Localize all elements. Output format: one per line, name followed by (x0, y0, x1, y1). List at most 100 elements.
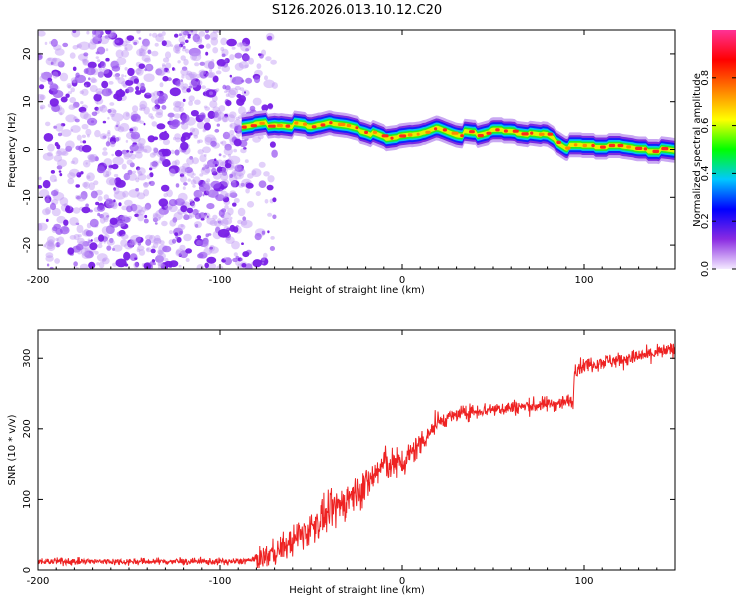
noise-blob (182, 186, 186, 190)
noise-blob (115, 75, 119, 80)
noise-blob (121, 49, 130, 58)
noise-blob (85, 162, 88, 165)
ridge-peak (346, 123, 352, 128)
spectrogram-x-label: Height of straight line (km) (289, 285, 425, 296)
noise-blob (240, 182, 245, 187)
noise-blob (199, 173, 204, 177)
noise-blob (162, 64, 167, 69)
noise-blob (130, 234, 142, 243)
noise-blob (52, 71, 59, 79)
noise-blob (145, 63, 154, 72)
x-tick-label: 0 (399, 576, 405, 587)
noise-blob (142, 148, 148, 153)
noise-blob (182, 98, 186, 102)
noise-blob (238, 42, 243, 46)
noise-blob (154, 234, 161, 242)
noise-blob (204, 212, 211, 220)
noise-blob (265, 32, 275, 42)
noise-blob (174, 43, 182, 49)
noise-blob (120, 223, 129, 230)
noise-blob (217, 220, 222, 224)
noise-blob (229, 190, 236, 195)
noise-blob (165, 62, 172, 69)
noise-blob (137, 241, 142, 246)
noise-blob (115, 49, 124, 59)
x-tick-label: -200 (27, 576, 50, 587)
noise-blob (180, 141, 189, 151)
noise-blob (47, 239, 55, 248)
noise-blob (186, 157, 194, 165)
noise-blob (72, 30, 77, 34)
noise-blob (152, 147, 157, 152)
noise-blob (175, 80, 181, 87)
noise-blob (76, 224, 84, 234)
noise-blob (97, 71, 104, 78)
noise-blob (45, 218, 49, 222)
noise-blob (118, 202, 122, 207)
noise-blob (75, 145, 81, 151)
noise-blob (185, 248, 193, 254)
x-tick-label: -100 (209, 275, 232, 286)
ridge-peak (477, 134, 484, 138)
noise-blob (244, 263, 253, 269)
noise-blob (137, 170, 143, 177)
noise-blob (47, 151, 53, 157)
noise-blob (57, 159, 67, 168)
noise-blob (86, 30, 90, 35)
noise-blob (39, 94, 46, 100)
noise-blob (114, 149, 123, 157)
noise-blob (144, 68, 148, 72)
y-tick-label: 100 (22, 490, 33, 509)
noise-blob (143, 182, 150, 187)
noise-blob (38, 223, 43, 231)
noise-blob (212, 214, 218, 220)
noise-blob (146, 92, 151, 96)
noise-blob (162, 210, 165, 214)
noise-blob (227, 89, 237, 98)
noise-blob (238, 61, 250, 69)
noise-blob (204, 30, 210, 34)
noise-blob (234, 164, 242, 171)
noise-blob (135, 118, 142, 123)
noise-blob (222, 115, 229, 123)
noise-blob (181, 123, 189, 130)
noise-blob (157, 95, 167, 104)
noise-blob (203, 70, 209, 77)
noise-blob (222, 131, 231, 140)
noise-blob (156, 91, 161, 96)
noise-blob (106, 245, 112, 251)
noise-blob (252, 136, 261, 143)
noise-blob (185, 39, 189, 43)
noise-blob (102, 147, 108, 151)
noise-blob (186, 207, 194, 214)
noise-blob (229, 129, 235, 136)
noise-blob (116, 121, 120, 125)
noise-blob (59, 226, 70, 235)
noise-blob (194, 197, 200, 202)
noise-blob (222, 154, 226, 158)
noise-blob (212, 30, 218, 34)
noise-blob (153, 90, 160, 98)
noise-blob (90, 77, 96, 83)
colorbar-tick-label: 0.0 (700, 261, 711, 277)
noise-blob (166, 70, 170, 74)
noise-blob (150, 116, 155, 120)
noise-blob (97, 165, 105, 174)
ridge-peak (416, 132, 420, 136)
noise-blob (149, 152, 156, 158)
noise-blob (222, 217, 233, 225)
noise-blob (69, 97, 76, 104)
ridge-peak (652, 149, 660, 153)
noise-blob (76, 43, 83, 49)
noise-blob (103, 158, 113, 167)
noise-blob (206, 203, 215, 210)
noise-blob (207, 233, 212, 236)
noise-blob (217, 228, 230, 238)
noise-blob (109, 141, 116, 148)
noise-blob (67, 172, 76, 179)
noise-blob (231, 46, 236, 50)
noise-blob (209, 244, 215, 252)
noise-blob (152, 212, 159, 218)
noise-blob (150, 161, 154, 165)
noise-blob (118, 229, 126, 237)
